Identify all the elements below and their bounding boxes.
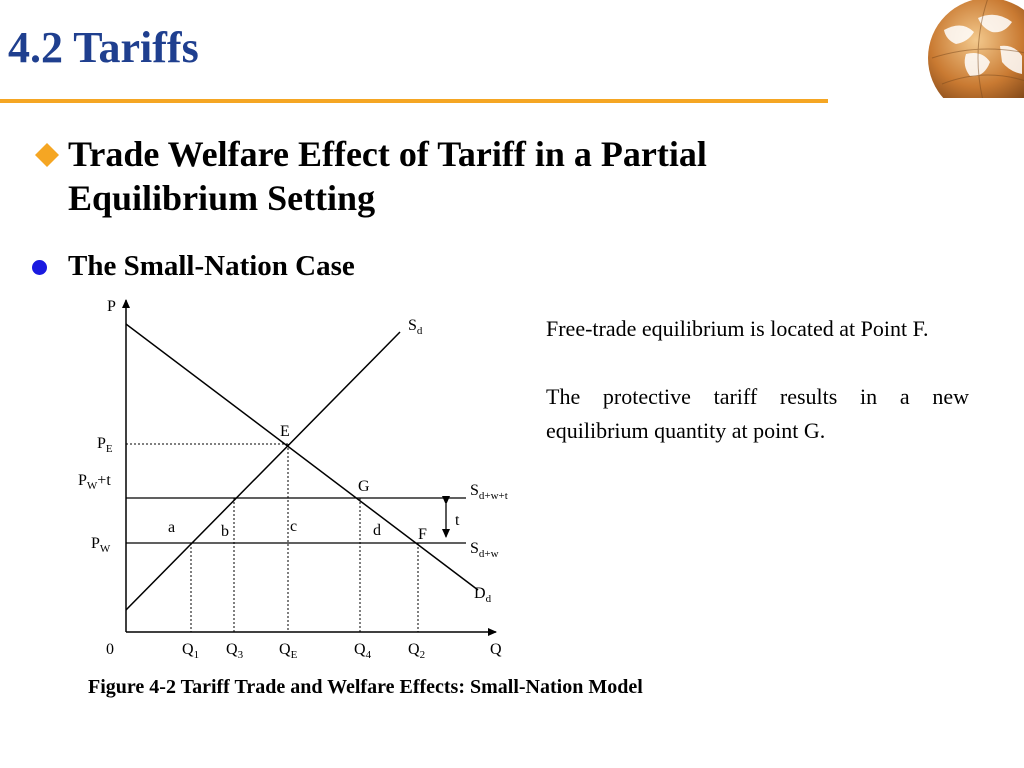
title-underline xyxy=(0,99,828,103)
diamond-bullet-icon xyxy=(35,143,59,167)
price-label-pe: PE xyxy=(97,435,113,455)
quantity-label-q3: Q3 xyxy=(226,641,244,661)
bullet-main-text: Trade Welfare Effect of Tariff in a Part… xyxy=(68,134,707,218)
point-label-g: G xyxy=(358,478,370,495)
area-label-d: d xyxy=(373,522,381,539)
tariff-label-t: t xyxy=(455,512,460,529)
quantity-label-q4: Q4 xyxy=(354,641,372,661)
point-label-e: E xyxy=(280,423,290,440)
price-label-pwt: PW+t xyxy=(78,472,111,492)
explanation-paragraph-1: Free-trade equilibrium is located at Poi… xyxy=(546,316,929,341)
bullet-sub-text: The Small-Nation Case xyxy=(68,250,355,282)
origin-label: 0 xyxy=(106,641,114,658)
figure-caption: Figure 4-2 Tariff Trade and Welfare Effe… xyxy=(88,676,643,698)
dot-bullet-icon xyxy=(32,260,47,275)
curve-label-sdw: Sd+w xyxy=(470,540,499,560)
price-label-pw: PW xyxy=(91,535,111,555)
globe-icon xyxy=(928,0,1024,98)
explanation-text: Free-trade equilibrium is located at Poi… xyxy=(546,312,969,482)
explanation-paragraph-2: The protective tariff results in a new e… xyxy=(546,384,969,443)
area-label-b: b xyxy=(221,523,229,540)
area-label-c: c xyxy=(290,518,297,535)
quantity-label-q2: Q2 xyxy=(408,641,425,661)
demand-curve-dd xyxy=(125,323,479,591)
supply-curve-sd xyxy=(125,331,401,611)
point-label-f: F xyxy=(418,526,427,543)
y-axis-label: P xyxy=(107,298,116,315)
curve-label-dd: Dd xyxy=(474,585,492,605)
x-axis-label: Q xyxy=(490,641,502,658)
quantity-label-qe: QE xyxy=(279,641,298,661)
curve-label-sdwt: Sd+w+t xyxy=(470,482,508,502)
area-label-a: a xyxy=(168,519,175,536)
quantity-label-q1: Q1 xyxy=(182,641,199,661)
slide-title: 4.2 Tariffs xyxy=(8,23,199,72)
tariff-diagram: P Q 0 PE PW+t PW Q1 Q3 QE Q4 Q2 Sd Sd+w+… xyxy=(78,298,508,661)
curve-label-sd: Sd xyxy=(408,317,423,337)
